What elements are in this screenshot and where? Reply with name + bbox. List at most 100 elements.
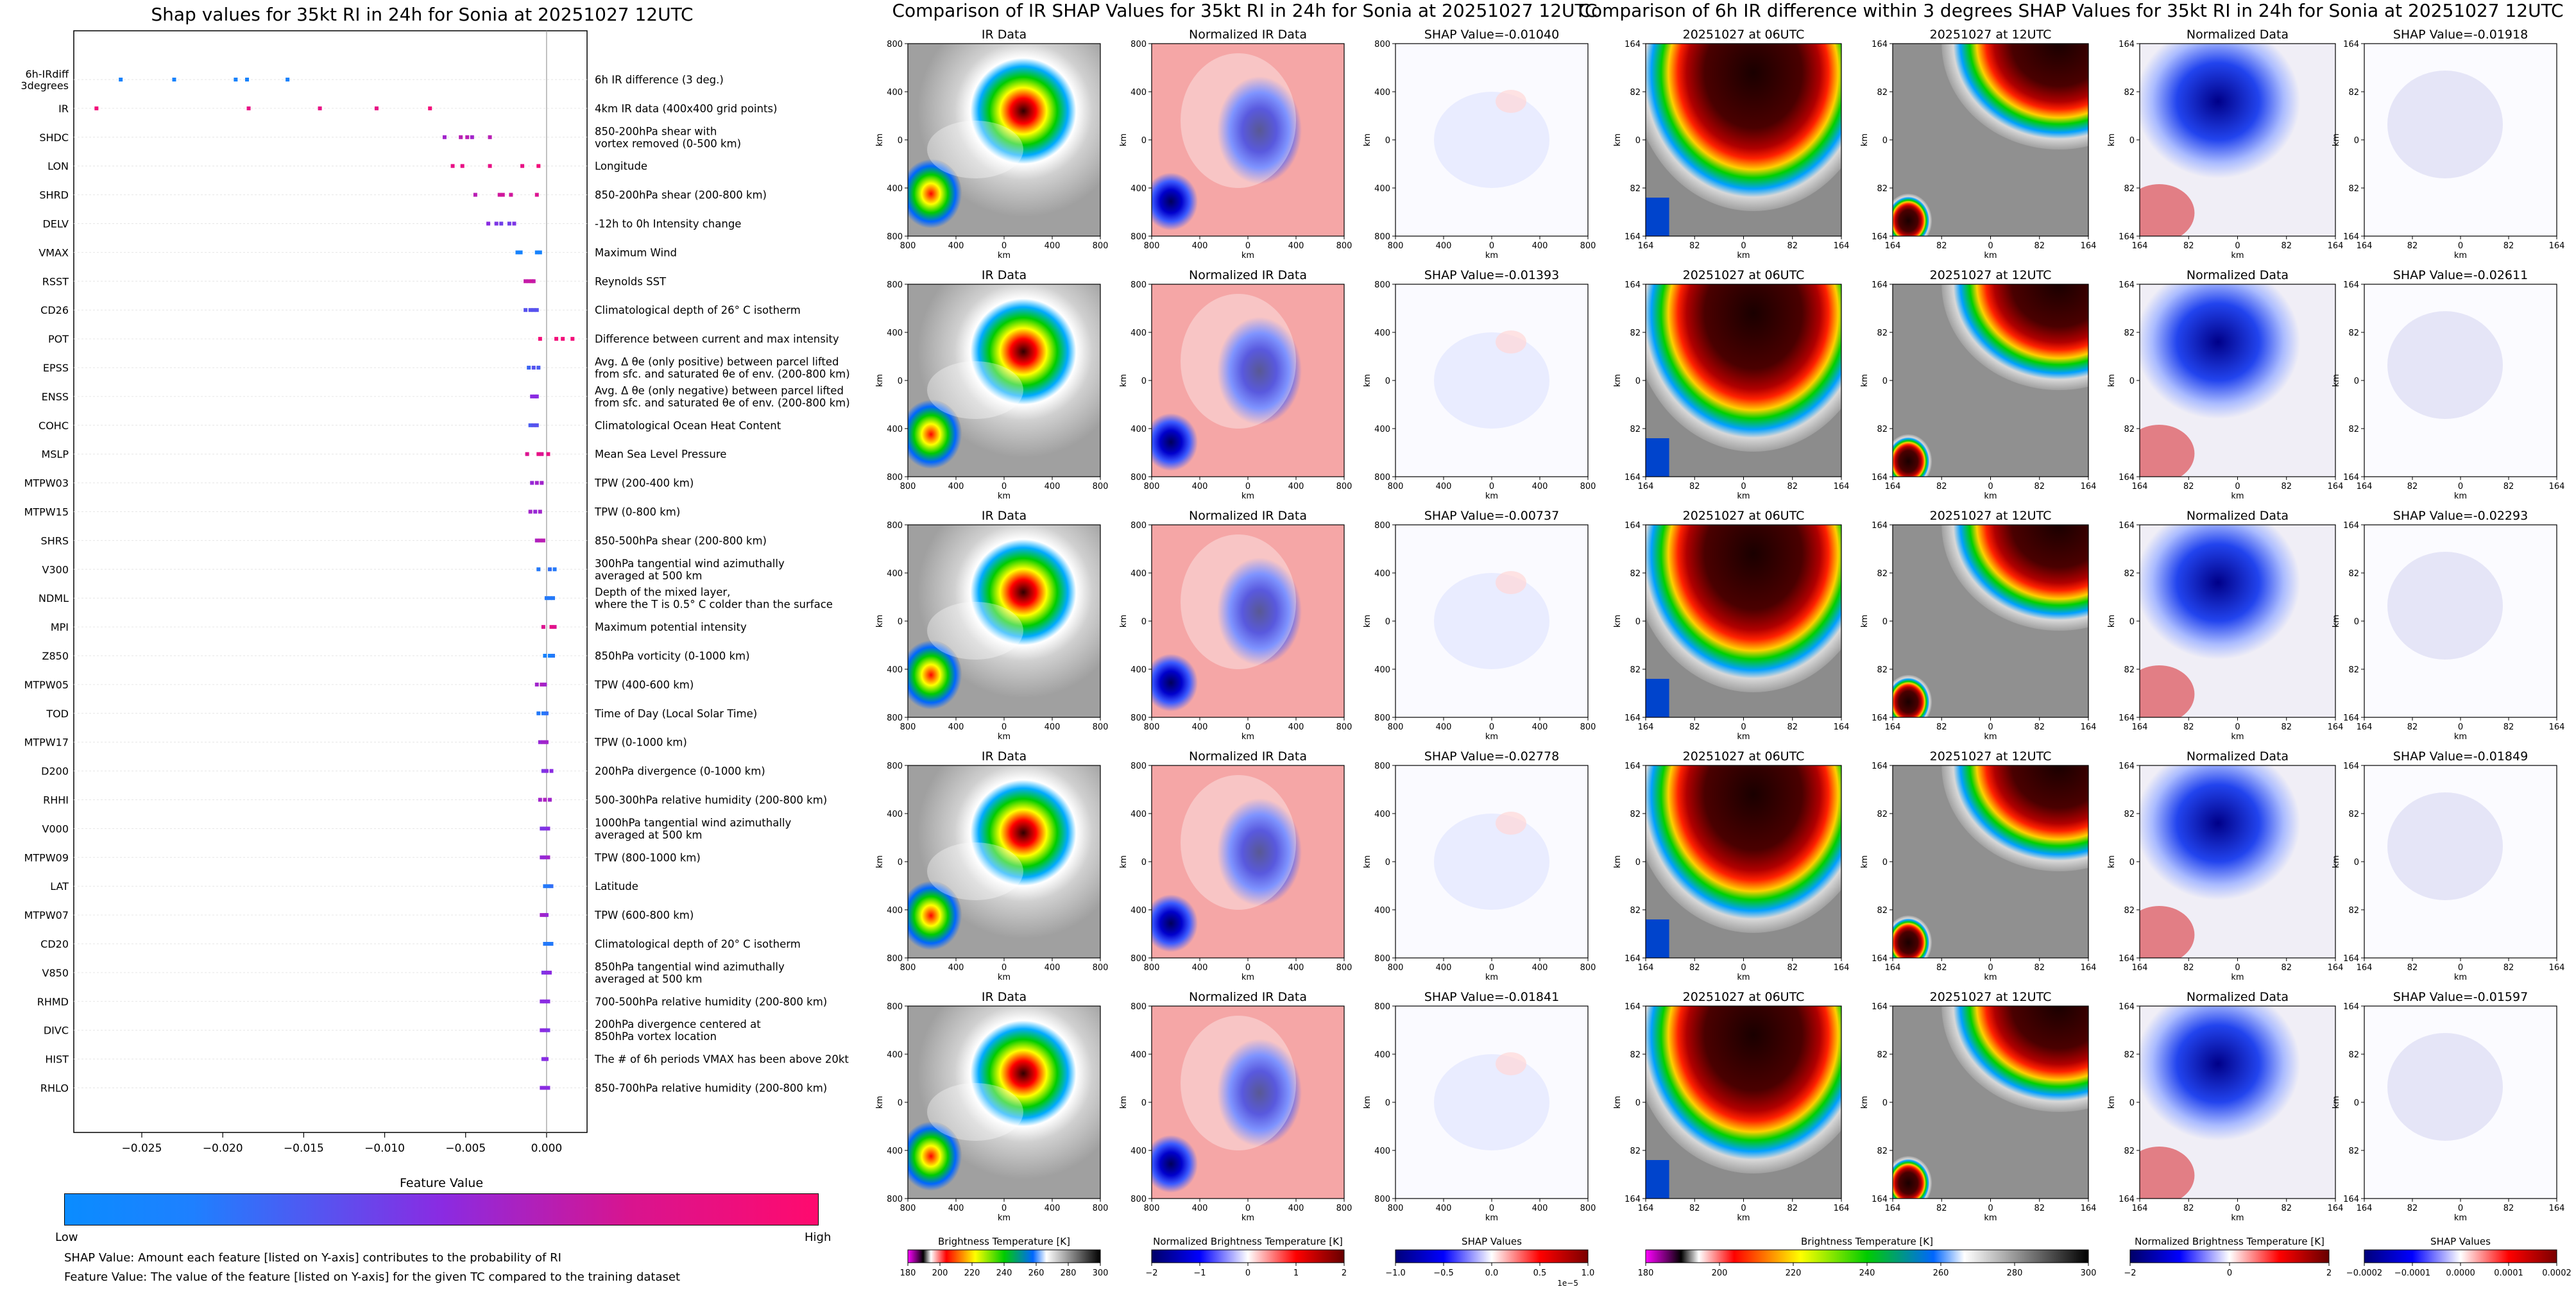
panel-title: SHAP Value=-0.02293 bbox=[2393, 509, 2528, 523]
x-tick-label: 400 bbox=[1436, 241, 1452, 251]
dir2-storm bbox=[1941, 44, 2088, 149]
dir-corner bbox=[1646, 919, 1669, 958]
x-tick-label: 400 bbox=[1436, 722, 1452, 732]
x-tick-label: 164 bbox=[2328, 963, 2344, 973]
x-tick-label: 400 bbox=[1288, 482, 1304, 491]
y-tick-label: 164 bbox=[1872, 1195, 1888, 1204]
y-tick-label: 164 bbox=[1872, 232, 1888, 242]
y-tick-label: 800 bbox=[1374, 954, 1390, 964]
panel-title: SHAP Value=-0.01918 bbox=[2393, 28, 2528, 42]
y-tick-label: 0 bbox=[2129, 617, 2135, 627]
x-tick-label: 164 bbox=[2081, 1204, 2097, 1213]
shap-point bbox=[544, 913, 549, 918]
y-tick-label: 0 bbox=[2354, 136, 2359, 146]
x-axis-label: km bbox=[1737, 973, 1750, 982]
x-tick-label: 164 bbox=[2357, 241, 2373, 251]
shap-point bbox=[486, 221, 491, 226]
colorbar-tick-label: −2 bbox=[2124, 1268, 2136, 1278]
y-tick-label: 0 bbox=[2129, 136, 2135, 146]
y-tick-label: 400 bbox=[1374, 665, 1390, 675]
y-tick-label: 0 bbox=[1141, 1098, 1147, 1108]
panel-image bbox=[1893, 44, 2088, 236]
x-axis-label: km bbox=[1984, 491, 1997, 501]
shap-point bbox=[536, 567, 541, 572]
y-tick-label: 800 bbox=[1130, 473, 1147, 482]
y-tick-label: 800 bbox=[887, 232, 903, 242]
y-tick-label: 0 bbox=[1141, 377, 1147, 386]
y-tick-label: 0 bbox=[2354, 1098, 2359, 1108]
x-tick-label: 82 bbox=[2034, 963, 2045, 973]
cloud-band bbox=[927, 602, 1023, 660]
feature-description-label: 300hPa tangential wind azimuthally bbox=[595, 558, 785, 570]
y-tick-label: 82 bbox=[2348, 1050, 2359, 1060]
x-axis-label: km bbox=[2231, 732, 2244, 742]
y-tick-label: 800 bbox=[1374, 280, 1390, 290]
norm-storm-secondary bbox=[1152, 654, 1198, 712]
panel-image bbox=[2364, 284, 2557, 477]
colorbar-tick-label: 180 bbox=[1638, 1268, 1654, 1278]
panel-title: 20251027 at 12UTC bbox=[1930, 28, 2052, 42]
y-axis-label: km bbox=[1363, 133, 1372, 146]
y-axis-label: km bbox=[1613, 855, 1623, 868]
feature-description-label: averaged at 500 km bbox=[595, 570, 702, 582]
y-tick-label: 164 bbox=[1872, 473, 1888, 482]
feature-name-label: SHRS bbox=[41, 534, 69, 547]
y-tick-label: 164 bbox=[2119, 473, 2135, 482]
y-tick-label: 800 bbox=[1374, 473, 1390, 482]
colorbar-high-label: High bbox=[805, 1231, 832, 1244]
y-axis-label: km bbox=[1119, 615, 1129, 627]
shap-point bbox=[428, 106, 432, 110]
dir-corner bbox=[1646, 438, 1669, 477]
y-tick-label: 82 bbox=[2348, 810, 2359, 819]
x-tick-label: 164 bbox=[1638, 1204, 1654, 1213]
y-tick-label: 82 bbox=[1630, 906, 1641, 916]
panel-image bbox=[1395, 284, 1588, 477]
x-axis-label: km bbox=[2231, 491, 2244, 501]
y-tick-label: 800 bbox=[1130, 1002, 1147, 1012]
y-tick-label: 164 bbox=[1872, 521, 1888, 531]
panel-title: IR Data bbox=[982, 268, 1027, 282]
x-tick-label: 800 bbox=[1336, 241, 1352, 251]
shap-point bbox=[234, 78, 238, 81]
x-tick-label: 800 bbox=[1388, 963, 1404, 973]
panel-title: SHAP Value=-0.00737 bbox=[1424, 509, 1559, 523]
x-tick-label: 82 bbox=[2503, 963, 2514, 973]
y-tick-label: 164 bbox=[1625, 1195, 1641, 1204]
shap-point bbox=[528, 509, 533, 514]
y-axis-label: km bbox=[1119, 1096, 1129, 1109]
shap-point bbox=[245, 78, 250, 81]
y-tick-label: 0 bbox=[1635, 1098, 1641, 1108]
ir-storm-secondary bbox=[908, 881, 962, 950]
x-tick-label: 164 bbox=[1638, 963, 1654, 973]
colorbar-tick-label: 0.5 bbox=[1533, 1268, 1547, 1278]
shap-point bbox=[546, 855, 550, 860]
shap-point bbox=[547, 567, 552, 572]
y-tick-label: 800 bbox=[887, 954, 903, 964]
shap-point bbox=[531, 423, 536, 427]
x-tick-label: 0 bbox=[1741, 963, 1746, 973]
y-axis-label: km bbox=[1613, 1096, 1623, 1109]
colorbar-tick-label: −0.5 bbox=[1433, 1268, 1454, 1278]
x-tick-label: 400 bbox=[1288, 241, 1304, 251]
x-axis-label: km bbox=[2454, 251, 2467, 260]
shap-point bbox=[551, 596, 556, 601]
dir2-corner bbox=[1893, 194, 1932, 236]
shap-value-note: SHAP Value: Amount each feature [listed … bbox=[64, 1251, 561, 1265]
shap-point bbox=[549, 625, 554, 629]
colorbar-tick-label: 1 bbox=[1293, 1268, 1299, 1278]
panel-image bbox=[2364, 1006, 2557, 1199]
y-tick-label: 82 bbox=[2348, 329, 2359, 338]
shap-point bbox=[541, 625, 545, 629]
shap-point bbox=[546, 942, 550, 946]
y-tick-label: 400 bbox=[1374, 329, 1390, 338]
x-axis-label: km bbox=[1241, 491, 1254, 501]
y-tick-label: 82 bbox=[1877, 569, 1888, 579]
x-tick-label: 164 bbox=[2328, 1204, 2344, 1213]
x-tick-label: 82 bbox=[2407, 241, 2418, 251]
x-axis-label: km bbox=[1984, 732, 1997, 742]
y-tick-label: 400 bbox=[887, 1050, 903, 1060]
feature-description-label: 850-200hPa shear with bbox=[595, 125, 717, 137]
x-axis-label: km bbox=[998, 973, 1011, 982]
